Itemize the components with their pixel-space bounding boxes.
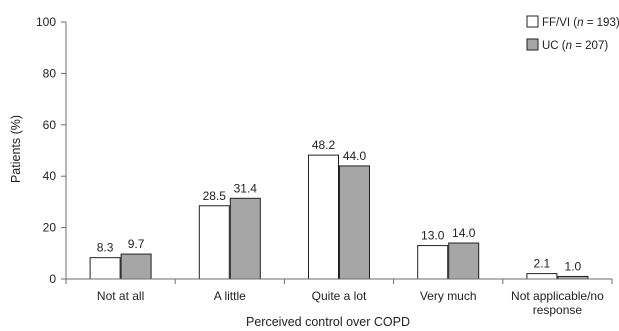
data-label: 48.2 (312, 138, 336, 152)
y-tick-label: 80 (43, 66, 57, 80)
data-label: 28.5 (203, 189, 227, 203)
bar-ffvi (526, 273, 558, 280)
y-tick-label: 100 (36, 15, 56, 29)
legend-swatch (526, 15, 539, 28)
data-labels: 8.3 9.7 28.5 31.4 48.2 44.0 13.0 14.0 2.1 1.0 (97, 138, 582, 273)
y-tick-label: 0 (49, 272, 56, 286)
x-category-label: Not applicable/no response (511, 289, 604, 317)
data-label: 13.0 (421, 229, 445, 243)
y-tick-label: 40 (43, 169, 57, 183)
legend-swatch (526, 38, 539, 51)
data-label: 14.0 (452, 226, 476, 240)
legend: FF/VI (n = 193) UC (n = 207) (526, 15, 619, 52)
bar-uc (120, 253, 152, 280)
data-label: 8.3 (97, 241, 114, 255)
bar-uc (229, 197, 261, 280)
data-label: 2.1 (534, 257, 551, 271)
data-label: 31.4 (234, 181, 258, 195)
bar-ffvi (89, 257, 121, 280)
data-label: 1.0 (565, 259, 582, 273)
bar-uc (448, 242, 480, 280)
y-tick-label: 60 (43, 118, 57, 132)
x-category-label: A little (214, 289, 246, 303)
x-axis-title: Perceived control over COPD (246, 315, 410, 329)
bar-ffvi (198, 205, 230, 280)
x-category-label: Quite a lot (312, 289, 367, 303)
bar-ffvi (308, 154, 339, 280)
y-axis-title: Patients (%) (9, 115, 23, 183)
bar-uc (339, 165, 370, 280)
bar-ffvi (417, 245, 449, 280)
axes (65, 22, 612, 280)
data-label: 44.0 (343, 149, 367, 163)
bars (89, 154, 589, 280)
data-label: 9.7 (128, 237, 145, 251)
y-tick-label: 20 (43, 221, 57, 235)
x-category-label: Not at all (97, 289, 144, 303)
legend-label: FF/VI (n = 193) (542, 17, 619, 29)
x-axis-ticks: Not at all A little Quite a lot Very much No… (65, 279, 613, 317)
legend-label: UC (n = 207) (542, 40, 608, 52)
y-axis-ticks: 0 20 40 60 80 100 (36, 15, 66, 286)
x-category-label: Very much (420, 289, 477, 303)
